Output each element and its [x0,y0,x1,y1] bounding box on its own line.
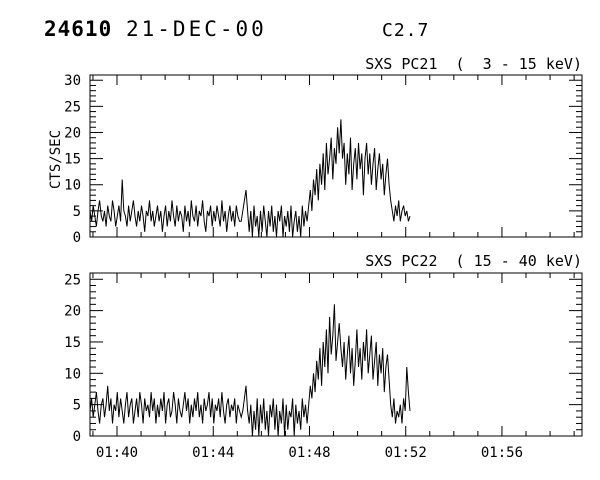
pc21-plot-title: SXS PC21 ( 3 - 15 keV) [365,55,582,73]
pc21-plot: 0 5 10 15 20 25 30 [64,73,583,246]
y-tick-label: 20 [64,125,81,141]
event-number: 24610 [44,17,113,41]
x-tick-label: 01:40 [96,445,138,461]
sxs-pc22-counts [89,304,411,437]
y-tick-label: 5 [73,204,81,220]
y-tick-label: 10 [64,366,81,382]
y-tick-label: 20 [64,304,81,320]
pc22-plot-title: SXS PC22 ( 15 - 40 keV) [365,252,582,270]
y-tick-label: 0 [73,230,81,246]
y-tick-label: 30 [64,73,81,89]
event-date: 21-DEC-00 [126,17,267,41]
pc22-plot: 0 5 10 15 20 25 01:40 01:44 01:48 01:52 01:56 [64,272,583,461]
y-tick-label: 25 [64,99,81,115]
y-tick-label: 10 [64,178,81,194]
x-tick-label: 01:56 [481,445,523,461]
y-tick-label: 0 [73,429,81,445]
x-tick-label: 01:44 [192,445,234,461]
y-tick-label: 15 [64,152,81,168]
y-tick-label: 25 [64,272,81,288]
y-tick-label: 15 [64,335,81,351]
y-tick-label: 5 [73,398,81,414]
sxs-pc21-counts [89,119,411,238]
x-tick-label: 01:52 [385,445,427,461]
goes-class: C2.7 [382,20,430,41]
x-tick-label: 01:48 [288,445,330,461]
